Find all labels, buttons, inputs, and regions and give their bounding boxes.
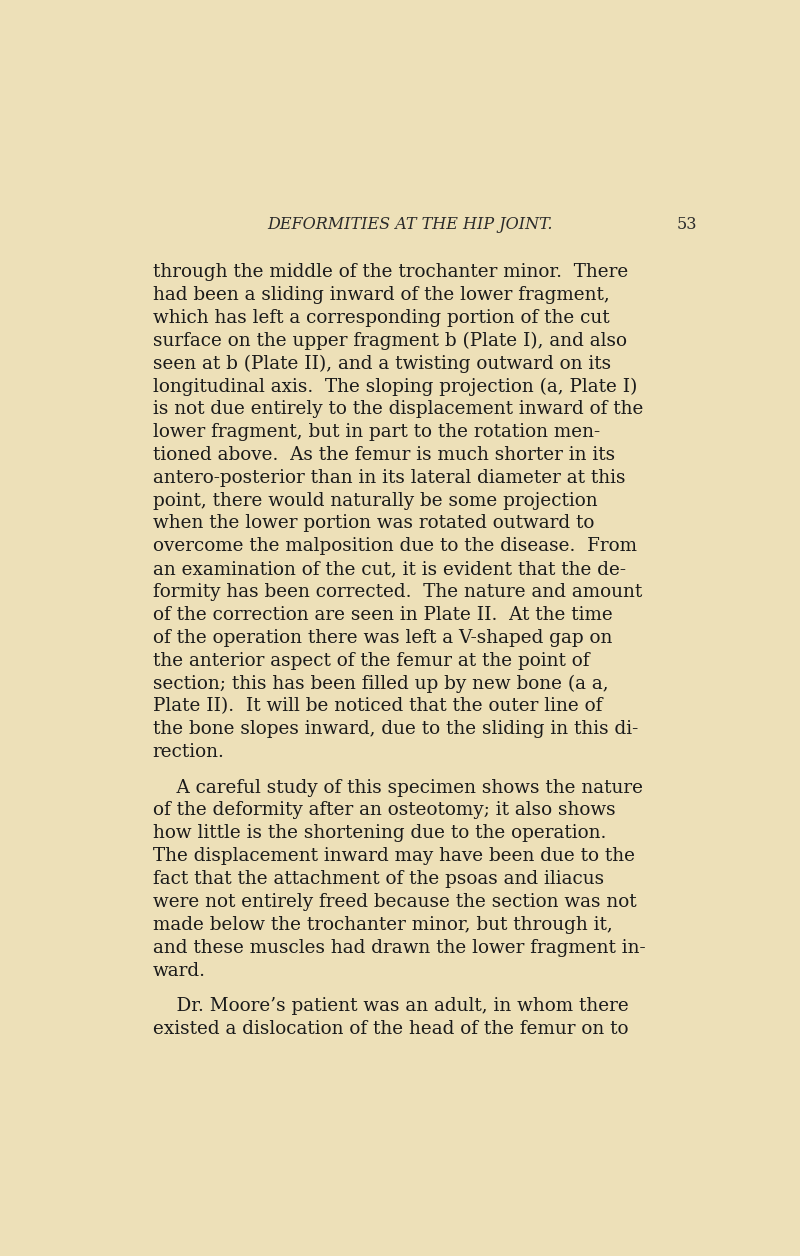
Text: DEFORMITIES AT THE HIP JOINT.: DEFORMITIES AT THE HIP JOINT. [267,216,553,234]
Text: 53: 53 [677,216,697,234]
Text: the bone slopes inward, due to the sliding in this di-: the bone slopes inward, due to the slidi… [153,720,638,739]
Text: the anterior aspect of the femur at the point of: the anterior aspect of the femur at the … [153,652,589,669]
Text: which has left a corresponding portion of the cut: which has left a corresponding portion o… [153,309,610,327]
Text: of the deformity after an osteotomy; it also shows: of the deformity after an osteotomy; it … [153,801,615,819]
Text: existed a dislocation of the head of the femur on to: existed a dislocation of the head of the… [153,1020,628,1037]
Text: formity has been corrected.  The nature and amount: formity has been corrected. The nature a… [153,583,642,602]
Text: rection.: rection. [153,744,225,761]
Text: made below the trochanter minor, but through it,: made below the trochanter minor, but thr… [153,916,613,933]
Text: through the middle of the trochanter minor.  There: through the middle of the trochanter min… [153,263,628,281]
Text: of the operation there was left a V-shaped gap on: of the operation there was left a V-shap… [153,629,612,647]
Text: an examination of the cut, it is evident that the de-: an examination of the cut, it is evident… [153,560,626,578]
Text: antero-posterior than in its lateral diameter at this: antero-posterior than in its lateral dia… [153,468,626,487]
Text: of the correction are seen in Plate II.  At the time: of the correction are seen in Plate II. … [153,605,613,624]
Text: Plate II).  It will be noticed that the outer line of: Plate II). It will be noticed that the o… [153,697,602,716]
Text: seen at b (Plate II), and a twisting outward on its: seen at b (Plate II), and a twisting out… [153,354,611,373]
Text: how little is the shortening due to the operation.: how little is the shortening due to the … [153,824,606,843]
Text: longitudinal axis.  The sloping projection (a, Plate I): longitudinal axis. The sloping projectio… [153,377,637,396]
Text: lower fragment, but in part to the rotation men-: lower fragment, but in part to the rotat… [153,423,600,441]
Text: fact that the attachment of the psoas and iliacus: fact that the attachment of the psoas an… [153,870,604,888]
Text: is not due entirely to the displacement inward of the: is not due entirely to the displacement … [153,401,643,418]
Text: The displacement inward may have been due to the: The displacement inward may have been du… [153,848,634,865]
Text: when the lower portion was rotated outward to: when the lower portion was rotated outwa… [153,515,594,533]
Text: surface on the upper fragment b (Plate I), and also: surface on the upper fragment b (Plate I… [153,332,626,349]
Text: A careful study of this specimen shows the nature: A careful study of this specimen shows t… [153,779,642,796]
Text: ward.: ward. [153,962,206,980]
Text: Dr. Moore’s patient was an adult, in whom there: Dr. Moore’s patient was an adult, in who… [153,997,629,1015]
Text: point, there would naturally be some projection: point, there would naturally be some pro… [153,491,598,510]
Text: had been a sliding inward of the lower fragment,: had been a sliding inward of the lower f… [153,286,610,304]
Text: and these muscles had drawn the lower fragment in-: and these muscles had drawn the lower fr… [153,938,646,957]
Text: tioned above.  As the femur is much shorter in its: tioned above. As the femur is much short… [153,446,615,463]
Text: were not entirely freed because the section was not: were not entirely freed because the sect… [153,893,636,911]
Text: overcome the malposition due to the disease.  From: overcome the malposition due to the dise… [153,538,637,555]
Text: section; this has been filled up by new bone (a a,: section; this has been filled up by new … [153,674,608,693]
